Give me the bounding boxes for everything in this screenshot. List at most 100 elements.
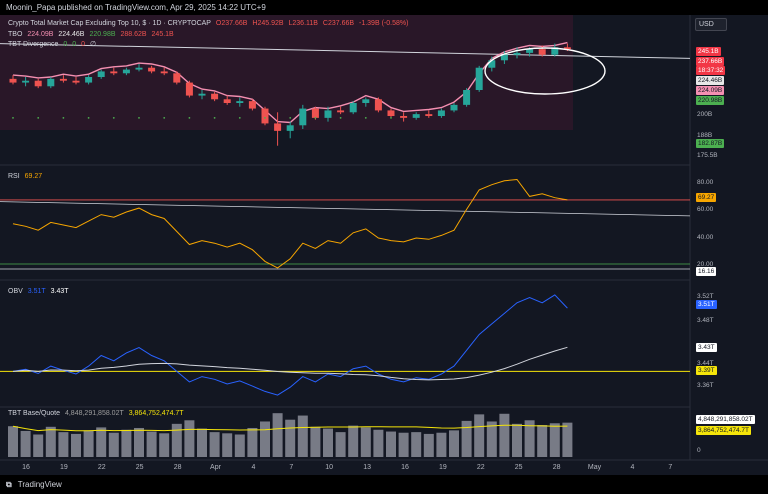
obv-pane-plot bbox=[0, 294, 690, 396]
tbt-divergence-value: 0 bbox=[72, 41, 77, 48]
time-axis-label: 19 bbox=[438, 464, 447, 471]
circle-annotation bbox=[484, 47, 606, 95]
candle-body bbox=[500, 54, 508, 61]
price-tag-tbo-fast: 224.09B bbox=[696, 86, 725, 95]
main-legend: Crypto Total Market Cap Excluding Top 10… bbox=[8, 19, 411, 28]
candle-body bbox=[387, 110, 395, 116]
time-axis-label: 7 bbox=[668, 464, 673, 471]
time-axis-label: May bbox=[587, 464, 602, 471]
volume-bar bbox=[58, 432, 69, 457]
candle-body bbox=[450, 104, 458, 111]
signal-dot bbox=[188, 116, 191, 119]
ohlc-high: H245.92B bbox=[252, 20, 284, 27]
candle-body bbox=[362, 99, 370, 103]
time-axis-label: 13 bbox=[363, 464, 371, 471]
obv-legend[interactable]: OBV 3.51T 3.43T bbox=[8, 287, 72, 296]
signal-dot bbox=[163, 116, 166, 119]
time-axis-label: Apr bbox=[210, 464, 221, 471]
candle-body bbox=[463, 90, 471, 105]
signal-dot bbox=[364, 116, 367, 119]
tbo-legend[interactable]: TBO 224.09B 224.46B 220.98B 288.62B 245.… bbox=[8, 30, 177, 39]
rsi-value: 69.27 bbox=[24, 173, 43, 180]
candle-body bbox=[311, 108, 319, 118]
tbt-divergence-value: 0 bbox=[63, 41, 68, 48]
volume-bar bbox=[297, 415, 308, 457]
volume-bar bbox=[20, 430, 31, 457]
time-axis-label: 28 bbox=[173, 464, 182, 471]
candle-body bbox=[135, 67, 143, 70]
ohlc-open: O237.66B bbox=[215, 20, 248, 27]
candle-body bbox=[211, 93, 219, 100]
candle-body bbox=[513, 52, 521, 55]
time-axis-label: 25 bbox=[135, 464, 144, 471]
volume-ma-value: 3,864,752,474.7T bbox=[128, 410, 184, 417]
time-axis-label: 19 bbox=[59, 464, 68, 471]
signal-dot bbox=[37, 116, 40, 119]
volume-bar bbox=[8, 426, 18, 457]
tbo-value: 224.46B bbox=[58, 31, 85, 38]
candle-body bbox=[34, 80, 42, 87]
volume-bar bbox=[499, 413, 510, 457]
volume-bar bbox=[335, 432, 346, 457]
candle-body bbox=[412, 114, 420, 118]
time-axis-label: 16 bbox=[401, 464, 409, 471]
chart-area[interactable]: USD Crypto Total Market Cap Excluding To… bbox=[0, 15, 768, 475]
volume-bar bbox=[398, 432, 409, 457]
candle-body bbox=[286, 125, 294, 131]
symbol-title[interactable]: Crypto Total Market Cap Excluding Top 10… bbox=[8, 20, 211, 27]
candle-body bbox=[198, 93, 206, 96]
signal-dot bbox=[390, 116, 392, 119]
volume-bar bbox=[96, 427, 107, 457]
tbt-divergence-legend[interactable]: TBT Divergence 0 0 0 ∅ bbox=[8, 40, 99, 49]
volume-bar bbox=[159, 433, 170, 457]
tbo-value: 288.62B bbox=[120, 31, 147, 38]
obv-tick: 3.52T bbox=[697, 293, 714, 300]
price-tag-countdown: 18:37:32 bbox=[696, 66, 726, 75]
volume-bar bbox=[562, 422, 573, 457]
volume-bar bbox=[423, 433, 434, 457]
signal-dot bbox=[12, 116, 14, 119]
currency-button[interactable]: USD bbox=[695, 18, 727, 31]
candle-body bbox=[59, 78, 67, 81]
obv-tick: 3.36T bbox=[697, 382, 714, 389]
candle-body bbox=[85, 77, 93, 83]
candle-body bbox=[475, 67, 483, 90]
tbo-value: 245.1B bbox=[151, 31, 174, 38]
rsi-pane-plot bbox=[0, 178, 691, 270]
time-axis-label: 22 bbox=[97, 464, 106, 471]
volume-tag: 4,848,291,858.02T bbox=[696, 415, 755, 424]
volume-bar bbox=[411, 432, 422, 457]
volume-tick: 0 bbox=[697, 447, 701, 454]
candle-body bbox=[551, 47, 559, 55]
ohlc-change: -1.39B (-0.58%) bbox=[359, 20, 409, 27]
obv-ma-line bbox=[12, 346, 568, 381]
time-axis-label: 7 bbox=[289, 464, 294, 471]
volume-pane-plot bbox=[8, 413, 573, 457]
candle-body bbox=[223, 99, 231, 103]
candle-body bbox=[110, 71, 118, 74]
volume-bar bbox=[45, 426, 56, 457]
volume-bar bbox=[310, 426, 321, 457]
volume-bar bbox=[474, 414, 485, 457]
main-pane-plot bbox=[0, 15, 691, 146]
chart-canvas[interactable] bbox=[0, 15, 768, 475]
rsi-legend[interactable]: RSI 69.27 bbox=[8, 172, 45, 181]
time-axis-label: 4 bbox=[630, 464, 635, 471]
signal-dot bbox=[112, 116, 115, 119]
candle-body bbox=[488, 60, 496, 68]
time-axis-label: 25 bbox=[514, 464, 523, 471]
time-axis-label: 4 bbox=[251, 464, 256, 471]
candle-body bbox=[374, 99, 382, 111]
volume-bar bbox=[121, 429, 132, 457]
tbt-divergence-value: ∅ bbox=[89, 41, 97, 48]
volume-bar bbox=[260, 421, 270, 457]
volume-label: TBT Base/Quote bbox=[8, 410, 61, 417]
volume-legend[interactable]: TBT Base/Quote 4,848,291,858.02T 3,864,7… bbox=[8, 409, 187, 418]
obv-label: OBV bbox=[8, 288, 23, 295]
volume-bar bbox=[171, 423, 182, 457]
time-axis-label: 16 bbox=[22, 464, 30, 471]
ohlc-low: L236.11B bbox=[288, 20, 318, 27]
obv-tag: 3.51T bbox=[696, 300, 717, 309]
obv-tick: 3.44T bbox=[697, 360, 714, 367]
candle-body bbox=[425, 114, 433, 116]
